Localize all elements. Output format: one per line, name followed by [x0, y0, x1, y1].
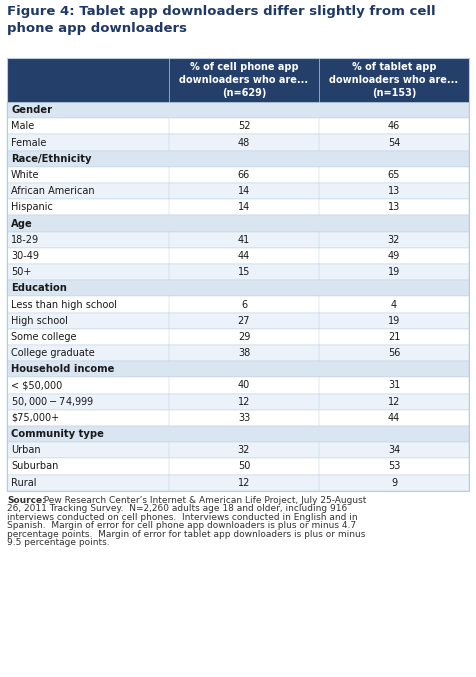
Text: 9: 9 [391, 478, 397, 487]
Bar [7, 183, 469, 199]
Bar [7, 199, 469, 215]
Text: White: White [11, 170, 40, 180]
Text: 56: 56 [388, 348, 400, 358]
Text: 48: 48 [238, 137, 250, 148]
Text: Male: Male [11, 121, 34, 131]
Text: 66: 66 [238, 170, 250, 180]
Text: 21: 21 [388, 332, 400, 342]
Text: % of tablet app
downloaders who are...
(n=153): % of tablet app downloaders who are... (… [329, 62, 458, 97]
Bar [7, 345, 469, 362]
Text: 14: 14 [238, 202, 250, 213]
Text: Suburban: Suburban [11, 462, 59, 471]
Text: 31: 31 [388, 380, 400, 391]
Bar [7, 248, 469, 264]
Text: 40: 40 [238, 380, 250, 391]
Text: 50: 50 [238, 462, 250, 471]
Bar [7, 475, 469, 491]
Bar [7, 297, 469, 313]
Text: 9.5 percentage points.: 9.5 percentage points. [7, 538, 109, 547]
Bar [7, 393, 469, 410]
Bar [7, 458, 469, 475]
Text: Pew Research Center’s Internet & American Life Project, July 25-August: Pew Research Center’s Internet & America… [38, 496, 367, 505]
Text: 18-29: 18-29 [11, 235, 39, 244]
Text: Gender: Gender [11, 105, 52, 115]
Text: percentage points.  Margin of error for tablet app downloaders is plus or minus: percentage points. Margin of error for t… [7, 530, 366, 539]
Text: Education: Education [11, 283, 67, 293]
Text: 65: 65 [388, 170, 400, 180]
Bar [7, 232, 469, 248]
Text: 44: 44 [238, 251, 250, 261]
Bar [7, 442, 469, 458]
Text: 49: 49 [388, 251, 400, 261]
Text: 33: 33 [238, 413, 250, 423]
Text: Less than high school: Less than high school [11, 299, 117, 309]
Text: 53: 53 [388, 462, 400, 471]
Text: 34: 34 [388, 445, 400, 456]
Text: 52: 52 [238, 121, 250, 131]
Text: 44: 44 [388, 413, 400, 423]
Bar [7, 410, 469, 426]
Text: 15: 15 [238, 267, 250, 277]
Bar [7, 329, 469, 345]
Text: Race/Ethnicity: Race/Ethnicity [11, 154, 91, 164]
Text: Community type: Community type [11, 429, 104, 439]
Text: 19: 19 [388, 315, 400, 326]
Bar [7, 313, 469, 329]
Text: Spanish.  Margin of error for cell phone app downloaders is plus or minus 4.7: Spanish. Margin of error for cell phone … [7, 521, 356, 530]
Bar [7, 118, 469, 135]
Bar [7, 426, 469, 442]
Text: African American: African American [11, 186, 95, 196]
Text: 12: 12 [238, 397, 250, 407]
Text: 30-49: 30-49 [11, 251, 39, 261]
Text: Hispanic: Hispanic [11, 202, 53, 213]
Text: 54: 54 [388, 137, 400, 148]
Text: 46: 46 [388, 121, 400, 131]
Text: % of cell phone app
downloaders who are...
(n=629): % of cell phone app downloaders who are.… [179, 62, 308, 97]
Text: Age: Age [11, 219, 33, 229]
Bar [7, 264, 469, 280]
Text: 32: 32 [388, 235, 400, 244]
Text: 50+: 50+ [11, 267, 31, 277]
Text: 13: 13 [388, 186, 400, 196]
Bar [7, 135, 469, 150]
Bar [7, 58, 469, 102]
Text: High school: High school [11, 315, 68, 326]
Text: $50,000 - $74,999: $50,000 - $74,999 [11, 395, 94, 408]
Text: 32: 32 [238, 445, 250, 456]
Text: interviews conducted on cell phones.  Interviews conducted in English and in: interviews conducted on cell phones. Int… [7, 512, 357, 522]
Text: 38: 38 [238, 348, 250, 358]
Bar [7, 280, 469, 297]
Text: Some college: Some college [11, 332, 77, 342]
Bar [7, 102, 469, 118]
Text: 13: 13 [388, 202, 400, 213]
Text: Female: Female [11, 137, 46, 148]
Text: < $50,000: < $50,000 [11, 380, 62, 391]
Text: Urban: Urban [11, 445, 40, 456]
Text: Source:: Source: [7, 496, 46, 505]
Text: College graduate: College graduate [11, 348, 95, 358]
Text: 6: 6 [241, 299, 247, 309]
Text: 12: 12 [238, 478, 250, 487]
Text: Figure 4: Tablet app downloaders differ slightly from cell
phone app downloaders: Figure 4: Tablet app downloaders differ … [7, 5, 436, 35]
Bar [7, 150, 469, 167]
Text: Household income: Household income [11, 364, 114, 374]
Text: 4: 4 [391, 299, 397, 309]
Bar [7, 377, 469, 393]
Text: 41: 41 [238, 235, 250, 244]
Text: 12: 12 [388, 397, 400, 407]
Bar [7, 167, 469, 183]
Text: Rural: Rural [11, 478, 37, 487]
Text: 29: 29 [238, 332, 250, 342]
Bar [7, 58, 469, 491]
Text: 14: 14 [238, 186, 250, 196]
Text: 19: 19 [388, 267, 400, 277]
Text: 26, 2011 Tracking Survey.  N=2,260 adults age 18 and older, including 916: 26, 2011 Tracking Survey. N=2,260 adults… [7, 504, 347, 513]
Text: $75,000+: $75,000+ [11, 413, 59, 423]
Text: 27: 27 [238, 315, 250, 326]
Bar [7, 215, 469, 232]
Bar [7, 362, 469, 377]
